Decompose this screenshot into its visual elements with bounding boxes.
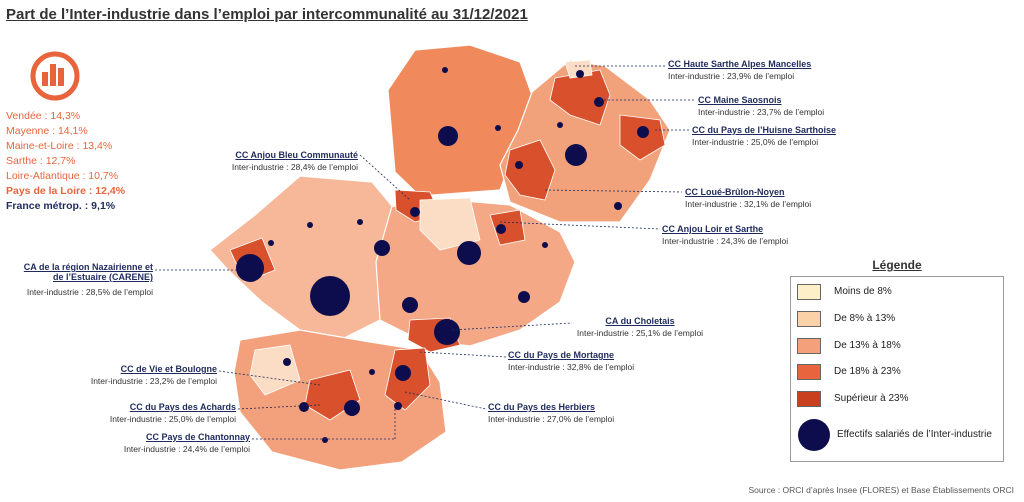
legend-item: Effectifs salariés de l’Inter-industrie [837,429,992,440]
callout-detail: Inter-industrie : 28,5% de l’emploi [26,287,153,297]
legend-item: Supérieur à 23% [834,393,909,404]
legend-item: De 13% à 18% [834,340,901,351]
callout-name: CC du Pays des Herbiers [488,402,596,412]
legend-item: De 8% à 13% [834,313,896,324]
stat: Pays de la Loire : 12,4% [6,185,126,197]
callout-name: CC Maine Saosnois [698,95,782,105]
callout-detail: Inter-industrie : 24,4% de l’emploi [123,444,250,454]
logo [30,51,80,101]
stat: Mayenne : 14,1% [6,125,88,137]
swatch [797,338,821,354]
callout-name: CC Loué-Brûlon-Noyen [685,187,785,197]
legend-item: De 18% à 23% [834,366,901,377]
callout-name: CC du Pays de Mortagne [508,350,615,360]
callout-name: CA du Choletais [605,316,675,326]
callout-name: CC Pays de Chantonnay [145,432,250,442]
stat: Vendée : 14,3% [6,110,81,122]
callout-detail: Inter-industrie : 32,8% de l’emploi [508,362,635,372]
callout-name: CA de la région Nazairienne et de l’Estu… [23,262,153,282]
employment-circles [236,67,649,443]
callout-name: CC du Pays des Achards [129,402,236,412]
legend-title: Légende [872,258,922,272]
callout-detail: Inter-industrie : 24,3% de l’emploi [662,236,789,246]
callout-detail: Inter-industrie : 25,0% de l’emploi [692,137,819,147]
callout-detail: Inter-industrie : 32,1% de l’emploi [685,199,812,209]
callout-detail: Inter-industrie : 23,9% de l’emploi [668,71,795,81]
title: Part de l’Inter-industrie dans l’emploi … [6,6,528,23]
stat: Sarthe : 12,7% [6,155,76,167]
low-share-areas [249,59,593,396]
callout-name: CC Anjou Bleu Communauté [235,150,358,160]
swatch [797,364,821,380]
callout-detail: Inter-industrie : 23,2% de l’emploi [90,376,217,386]
swatch [797,284,821,300]
callout-detail: Inter-industrie : 23,7% de l’emploi [698,107,825,117]
stat: Maine-et-Loire : 13,4% [6,140,113,152]
circle-symbol [798,419,830,451]
stat: France métrop. : 9,1% [6,200,116,212]
callout-name: CC Haute Sarthe Alpes Mancelles [668,59,812,69]
callout-detail: Inter-industrie : 25,1% de l’emploi [576,328,704,338]
swatch [797,311,821,327]
stat: Loire-Atlantique : 10,7% [6,170,119,182]
callout-name: CC Anjou Loir et Sarthe [662,224,764,234]
callout-detail: Inter-industrie : 27,0% de l’emploi [488,414,615,424]
source: Source : ORCI d’après Insee (FLORES) et … [748,485,1015,495]
legend-item: Moins de 8% [834,286,892,297]
leader-lines [155,65,695,440]
callout-detail: Inter-industrie : 25,0% de l’emploi [109,414,236,424]
callout-name: CC de Vie et Boulogne [120,364,217,374]
callout-name: CC du Pays de l’Huisne Sarthoise [692,125,837,135]
swatch [797,391,821,407]
callout-detail: Inter-industrie : 28,4% de l’emploi [231,162,358,172]
